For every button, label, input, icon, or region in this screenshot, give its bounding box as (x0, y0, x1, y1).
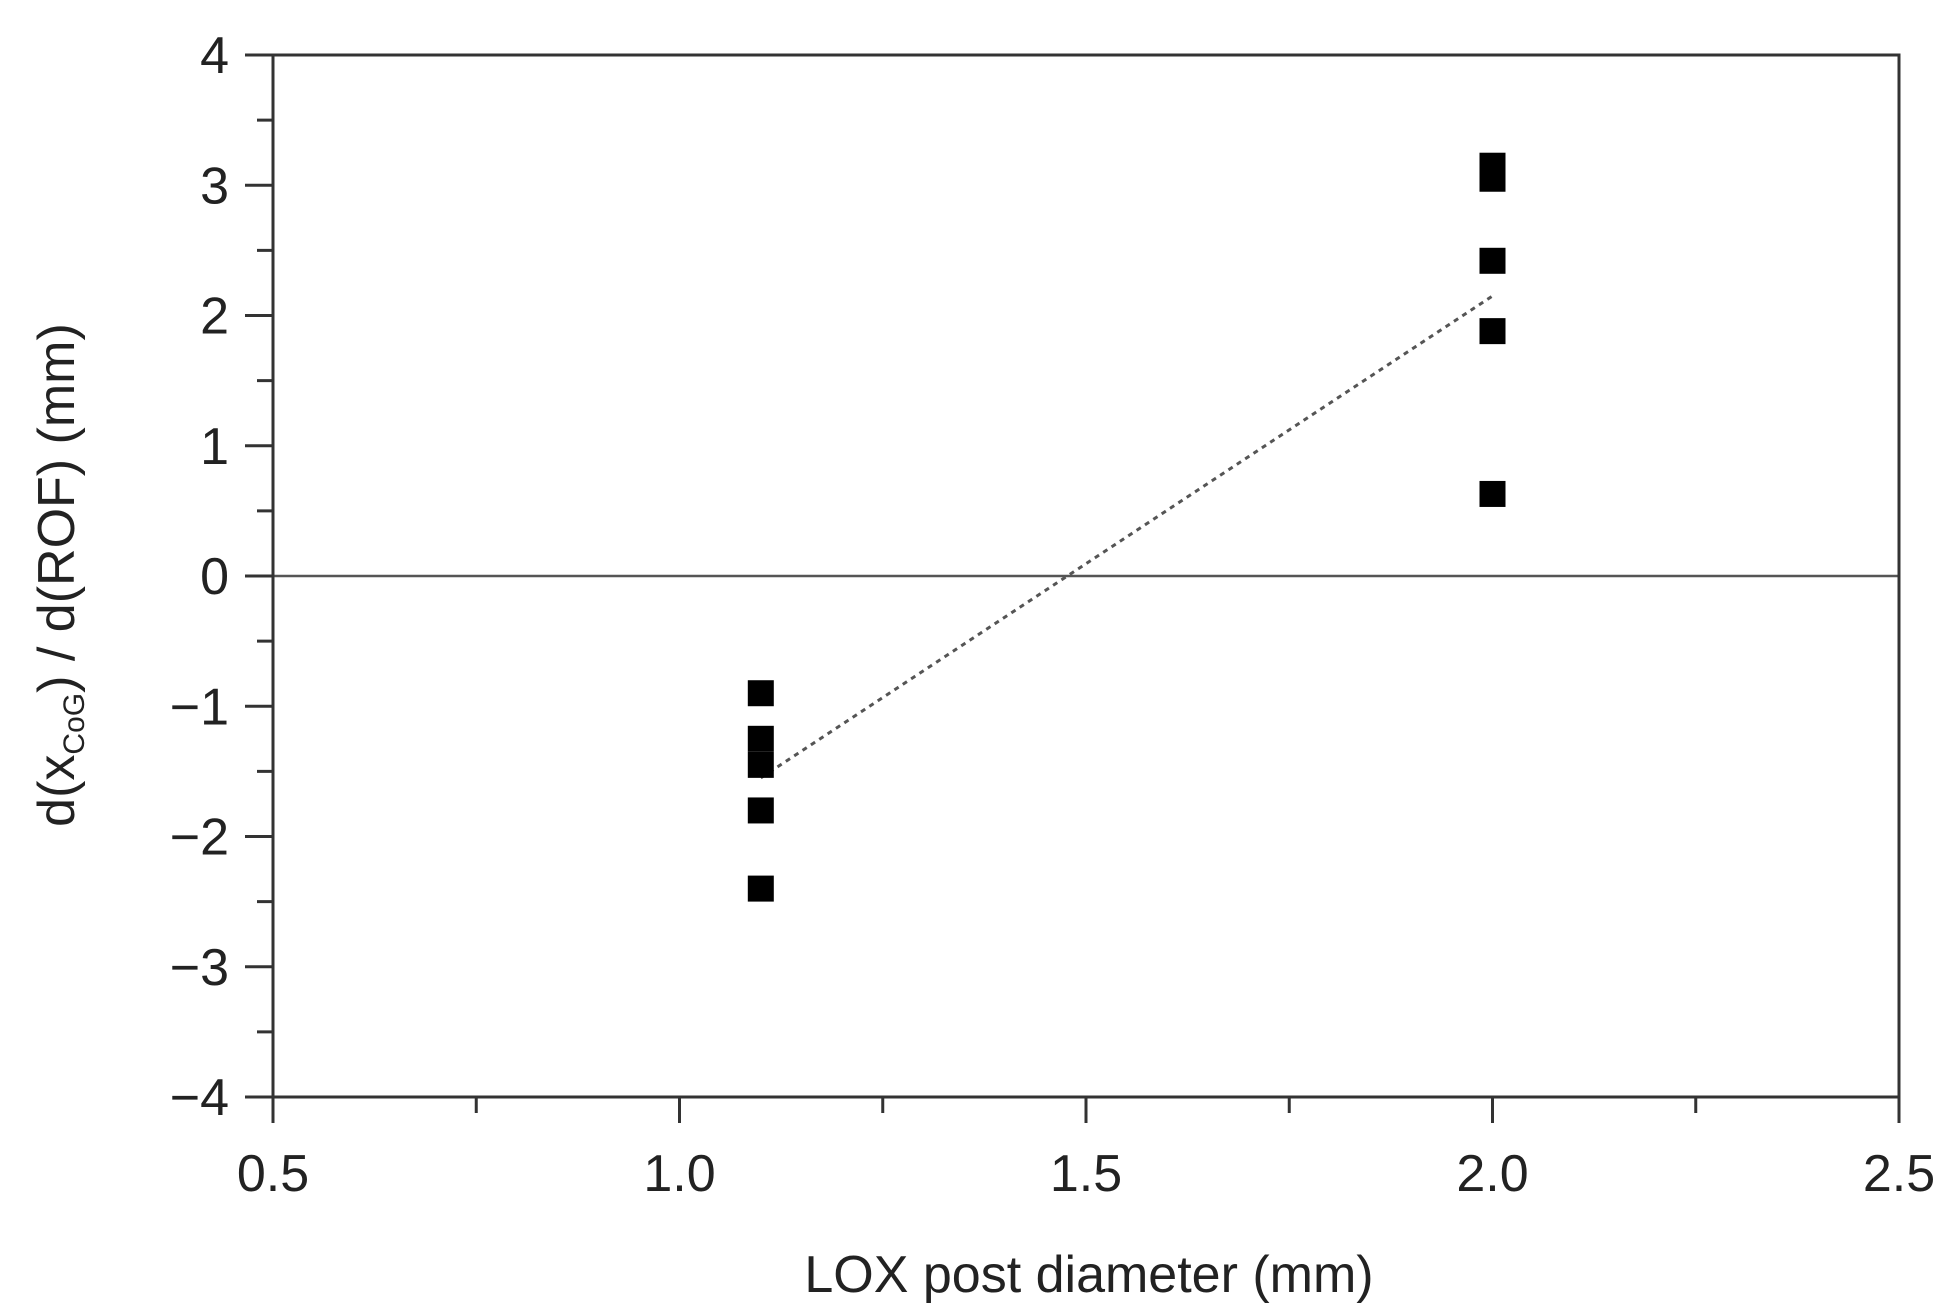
y-tick-label: 3 (200, 157, 229, 215)
data-point-0-7 (1479, 247, 1506, 274)
data-point-0-1 (747, 725, 774, 752)
data-point-0-9 (1479, 480, 1506, 507)
y-axis-title-prefix: d(x (28, 755, 86, 827)
y-tick-label: −2 (170, 809, 229, 867)
data-point-0-6 (1479, 165, 1506, 192)
y-axis-title-suffix: ) / d(ROF) (mm) (28, 323, 86, 693)
x-tick-label: 2.5 (1863, 1145, 1935, 1203)
y-axis-title: d(xCoG) / d(ROF) (mm) (28, 323, 91, 827)
y-tick-label: −1 (170, 678, 229, 736)
x-axis-title: LOX post diameter (mm) (804, 1246, 1373, 1304)
y-tick-label: −3 (170, 939, 229, 997)
y-tick-label: −4 (170, 1069, 229, 1127)
axis-layer: 4 3 2 1 0 −1 −2 −3 −40.5 1.0 1.5 2.0 2.5 (170, 27, 1935, 1203)
data-point-0-2 (747, 751, 774, 778)
y-axis-title-subscript: CoG (58, 693, 91, 755)
x-tick-label: 1.5 (1050, 1145, 1122, 1203)
x-tick-label: 1.0 (643, 1145, 715, 1203)
x-tick-label: 0.5 (237, 1145, 309, 1203)
x-tick-label: 2.0 (1456, 1145, 1528, 1203)
data-point-0-8 (1479, 318, 1506, 345)
data-point-0-3 (747, 797, 774, 824)
data-point-0-0 (747, 680, 774, 707)
y-tick-label: 0 (200, 548, 229, 606)
y-tick-label: 1 (200, 418, 229, 476)
y-tick-label: 2 (200, 288, 229, 346)
fit-line (759, 294, 1494, 780)
y-tick-label: 4 (200, 27, 229, 85)
data-point-0-4 (747, 875, 774, 902)
plot-layer (273, 152, 1899, 902)
